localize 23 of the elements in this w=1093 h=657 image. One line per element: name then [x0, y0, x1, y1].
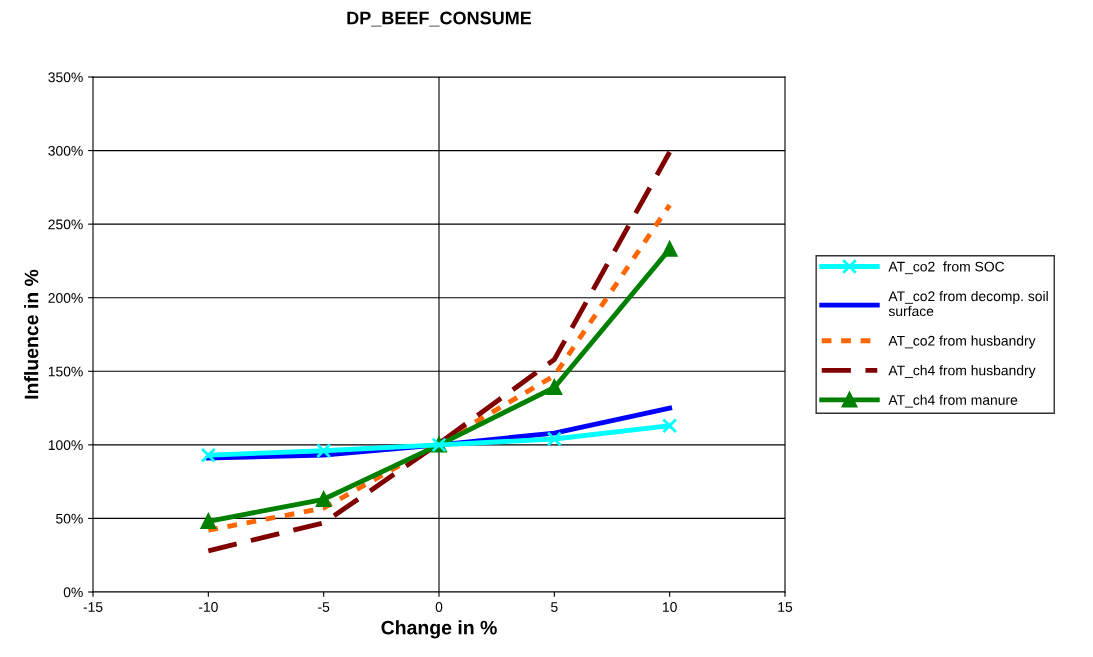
legend-label: AT_co2 from decomp. soil surface [888, 290, 1048, 317]
legend-label: AT_ch4 from husbandry [888, 365, 1036, 379]
x-tick-label: 10 [663, 602, 677, 612]
y-tick-label: 250% [48, 219, 83, 230]
x-tick-label: 15 [778, 602, 793, 612]
legend-label: AT_co2 from husbandry [888, 335, 1036, 349]
y-tick-label: 150% [48, 366, 83, 377]
y-tick-label: 0% [63, 587, 83, 598]
y-tick-label: 50% [56, 513, 83, 524]
x-tick-label: -10 [198, 602, 218, 612]
chart-title: DP_BEEF_CONSUME [347, 11, 532, 27]
legend-label: AT_ch4 from manure [888, 394, 1018, 408]
legend-label: AT_co2 from SOC [888, 261, 1005, 275]
y-tick-label: 300% [48, 145, 83, 156]
y-axis-title: Influence in % [24, 269, 39, 399]
x-tick-label: 5 [551, 602, 558, 612]
y-tick-label: 100% [48, 440, 83, 451]
y-tick-label: 350% [48, 72, 83, 83]
x-tick-label: 0 [435, 602, 443, 612]
x-tick-label: -5 [318, 602, 330, 612]
x-axis-title: Change in % [381, 620, 497, 639]
y-tick-label: 200% [48, 293, 83, 303]
x-tick-label: -15 [83, 602, 103, 612]
